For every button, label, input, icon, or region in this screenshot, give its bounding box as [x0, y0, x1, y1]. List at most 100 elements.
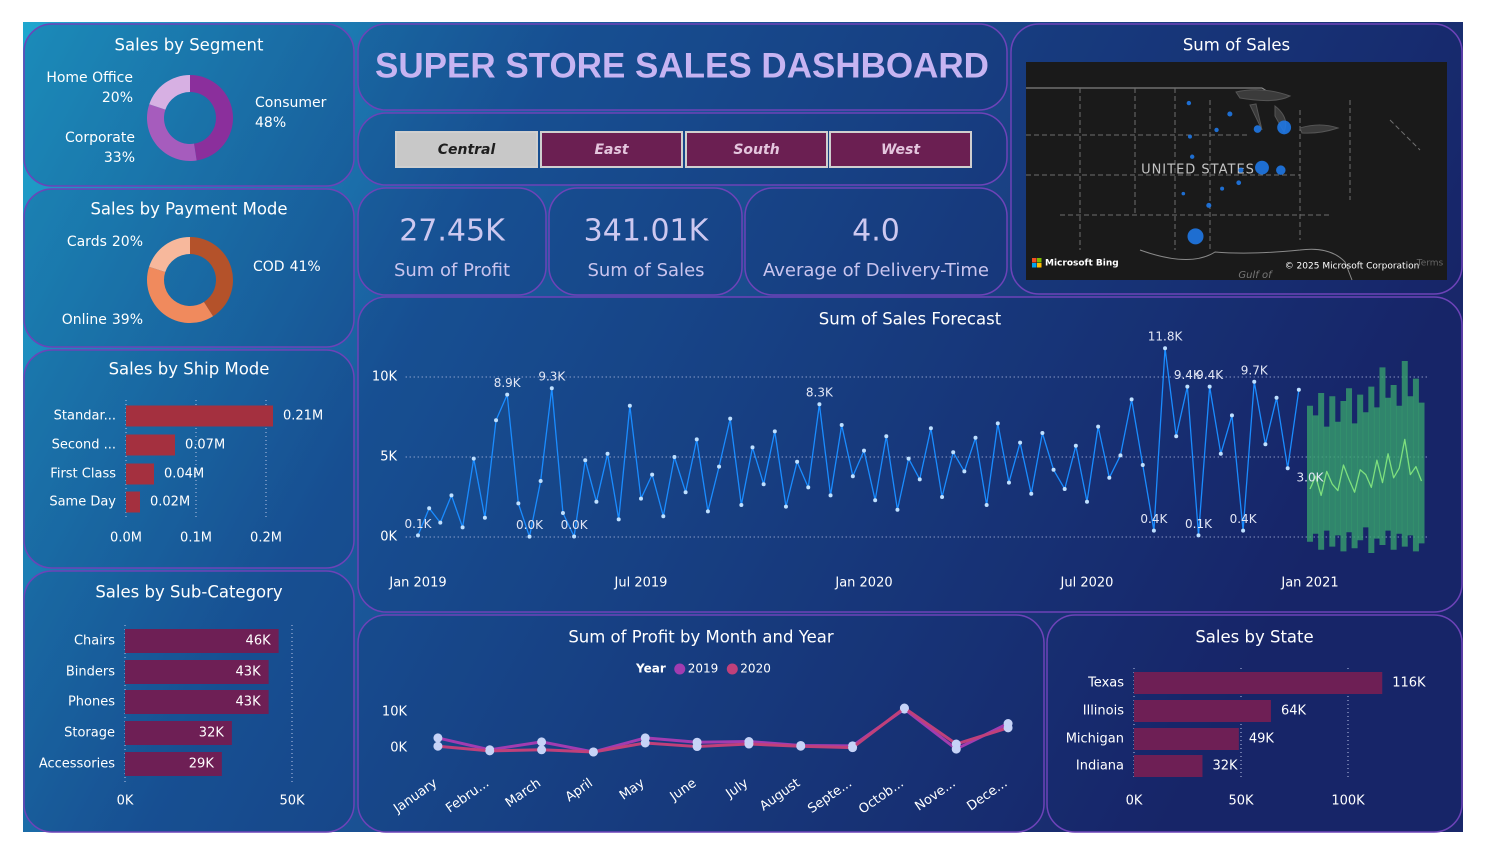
- point: [1241, 528, 1246, 533]
- point: [839, 423, 844, 427]
- map-terms: Terms: [1416, 259, 1444, 269]
- point: [817, 402, 822, 407]
- point: [1040, 431, 1045, 435]
- x-tick-label: 100K: [1331, 794, 1365, 809]
- point: [427, 506, 432, 511]
- point: [433, 741, 443, 751]
- slice-value: 48%: [255, 115, 286, 131]
- bar: [126, 434, 175, 456]
- category-label: Accessories: [39, 757, 115, 772]
- point: [537, 737, 547, 747]
- slice-value: 20%: [112, 234, 143, 250]
- kpi-label: Sum of Sales: [587, 260, 704, 281]
- slice-label: Home Office 20%: [46, 70, 133, 106]
- map-provider: Microsoft Bing: [1045, 259, 1119, 269]
- point: [848, 743, 858, 753]
- value-label: 0.07M: [185, 438, 225, 453]
- slicer-label[interactable]: Central: [438, 142, 496, 158]
- point: [1263, 442, 1268, 447]
- point: [694, 437, 699, 442]
- category-label: Texas: [1087, 676, 1124, 691]
- chart-title: Sum of Sales: [1183, 36, 1290, 55]
- category-label: Illinois: [1083, 704, 1124, 719]
- donut-slice: [190, 237, 233, 317]
- donut-slice: [149, 75, 190, 110]
- value-label: 9.4K: [1196, 368, 1224, 382]
- slicer-label[interactable]: West: [881, 142, 921, 158]
- map-bubble: [1187, 228, 1204, 245]
- slice-value: 20%: [102, 90, 133, 106]
- value-label: 0.0K: [516, 518, 544, 532]
- point: [560, 511, 565, 515]
- x-tick-label: 50K: [279, 794, 305, 809]
- point: [984, 503, 989, 507]
- value-label: 49K: [1249, 732, 1275, 747]
- point: [1296, 387, 1301, 392]
- provider-logo: [1037, 263, 1042, 268]
- map-bubble: [1277, 120, 1292, 135]
- point: [717, 464, 722, 469]
- point: [705, 509, 710, 514]
- point: [661, 514, 666, 519]
- map-bubble: [1214, 127, 1219, 133]
- value-label: 8.9K: [494, 376, 522, 390]
- point: [672, 455, 677, 459]
- point: [460, 525, 465, 530]
- slicer-label[interactable]: South: [733, 142, 779, 158]
- point: [806, 485, 811, 490]
- map-bubble: [1253, 125, 1262, 133]
- slice-category: Consumer: [255, 95, 327, 111]
- bar: [126, 405, 273, 427]
- point: [1274, 395, 1279, 400]
- value-label: 0.21M: [283, 409, 323, 424]
- map-bubble: [1187, 134, 1192, 139]
- panel: [23, 188, 355, 348]
- donut-slice: [147, 104, 197, 161]
- value-label: 0.04M: [164, 467, 204, 482]
- value-label: 32K: [199, 726, 225, 741]
- point: [438, 520, 443, 525]
- value-label: 3.0K: [1297, 471, 1325, 485]
- value-label: 9.7K: [1241, 363, 1269, 377]
- donut-slice: [147, 266, 214, 323]
- map-bubble: [1238, 167, 1244, 173]
- x-tick-label: Jan 2021: [1280, 576, 1338, 591]
- slicer-button[interactable]: [685, 131, 828, 168]
- point: [639, 496, 643, 501]
- point: [1129, 397, 1134, 402]
- bar: [1134, 728, 1239, 750]
- value-label: 9.3K: [538, 370, 566, 384]
- category-label: Second ...: [52, 438, 116, 453]
- point: [683, 490, 688, 495]
- point: [433, 733, 443, 743]
- point: [471, 456, 476, 461]
- slicer-button[interactable]: [829, 131, 972, 168]
- point: [1140, 463, 1145, 467]
- point: [537, 745, 547, 755]
- slice-label: Consumer 48%: [255, 95, 327, 131]
- kpi-label: Sum of Profit: [394, 260, 510, 281]
- map-bubble: [1255, 160, 1269, 175]
- slicer-label[interactable]: East: [594, 142, 629, 158]
- value-label: 64K: [1281, 704, 1307, 719]
- point: [884, 434, 889, 439]
- point: [951, 739, 961, 749]
- line: [437, 706, 1009, 754]
- point: [1285, 466, 1290, 471]
- point: [962, 469, 967, 474]
- point: [605, 451, 610, 456]
- point: [640, 738, 650, 748]
- point: [796, 741, 806, 751]
- category-label: Michigan: [1066, 732, 1124, 747]
- slicer-button[interactable]: [395, 131, 538, 168]
- point: [1163, 346, 1168, 351]
- value-label: 46K: [246, 634, 272, 649]
- chart-title: Sales by Sub-Category: [95, 583, 283, 602]
- map-bubble: [1206, 202, 1212, 208]
- chart-title: Sum of Sales Forecast: [819, 310, 1002, 329]
- point: [1085, 499, 1089, 504]
- point: [1252, 379, 1257, 384]
- slicer-button[interactable]: [540, 131, 683, 168]
- map-bubble: [1236, 180, 1242, 186]
- point: [1006, 480, 1011, 485]
